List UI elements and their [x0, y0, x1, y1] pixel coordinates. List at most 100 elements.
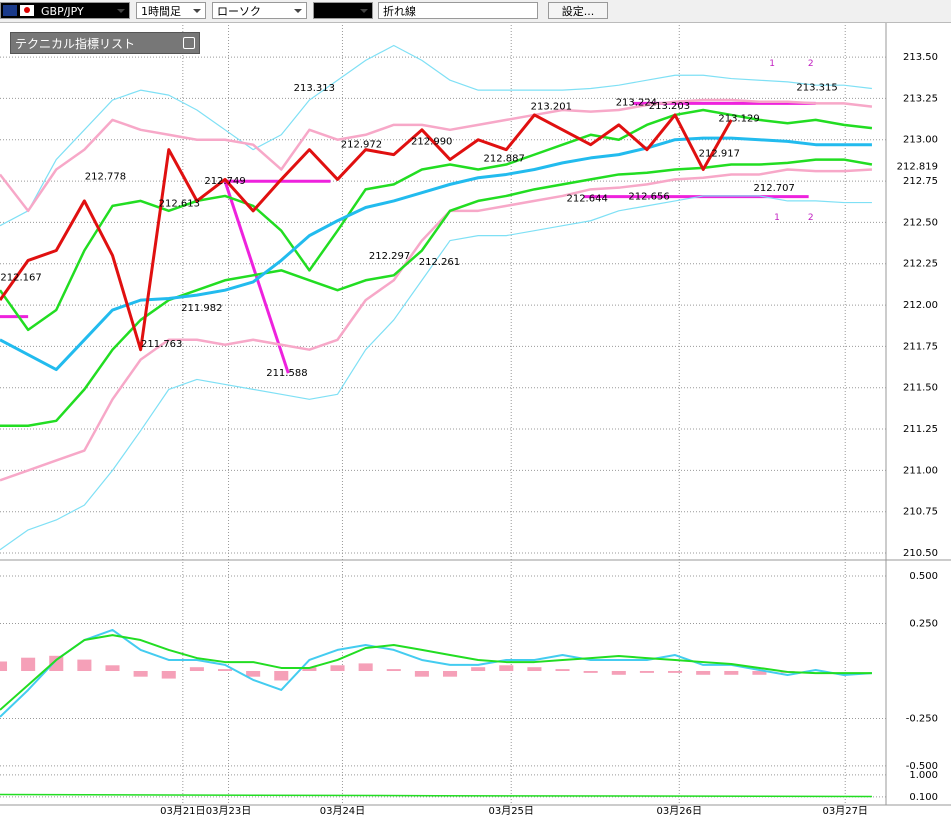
- series-line: [0, 168, 873, 482]
- histogram-bar: [105, 665, 120, 671]
- level-line: [223, 180, 290, 374]
- price-label: 212.778: [85, 171, 126, 182]
- price-label: 213.224: [616, 98, 657, 109]
- histogram-bar: [471, 667, 486, 671]
- price-label: 211.982: [181, 303, 222, 314]
- marker-label: 1: [774, 213, 780, 223]
- price-label: 211.588: [266, 368, 307, 379]
- y-tick-label: 210.75: [903, 507, 938, 518]
- price-label: 213.313: [294, 83, 335, 94]
- timeframe-select[interactable]: 1時間足: [136, 2, 206, 19]
- series-line: [0, 136, 872, 372]
- series-line: [0, 108, 873, 332]
- y-tick-label: 211.75: [903, 341, 938, 352]
- chart-style-select[interactable]: ローソク: [212, 2, 307, 19]
- histogram-bar: [274, 670, 289, 681]
- x-tick-label: 03月26日: [657, 805, 702, 817]
- x-tick-label: 03月21日: [160, 805, 205, 817]
- y-tick-label: -0.500: [906, 761, 938, 772]
- price-label: 213.315: [796, 83, 837, 94]
- jp-flag: [20, 5, 34, 16]
- uk-flag: [3, 5, 17, 16]
- histogram-bar: [696, 670, 711, 675]
- panel-icon: [183, 37, 195, 49]
- marker-label: 2: [808, 213, 814, 223]
- price-label: 212.917: [699, 148, 740, 159]
- toolbar: GBP/JPY 1時間足 ローソク 折れ線 設定...: [0, 0, 951, 23]
- histogram-bar: [499, 665, 514, 671]
- y-tick-label: 0.250: [909, 619, 938, 630]
- price-label: 212.990: [411, 136, 452, 147]
- y-tick-label: 0.100: [909, 792, 938, 803]
- histogram-bar: [611, 670, 626, 675]
- price-label: 212.972: [341, 139, 382, 150]
- price-label: 212.167: [0, 272, 41, 283]
- current-price-label: 212.819: [897, 162, 938, 173]
- y-tick-label: 212.50: [903, 217, 938, 228]
- price-label: 213.129: [718, 113, 759, 124]
- price-label: 212.749: [204, 176, 245, 187]
- x-tick-label: 03月27日: [822, 805, 867, 817]
- histogram-bar: [217, 669, 233, 671]
- y-tick-label: 212.00: [903, 300, 938, 311]
- y-tick-label: 212.25: [903, 259, 938, 270]
- histogram-bar: [330, 665, 345, 671]
- histogram-bar: [414, 670, 429, 677]
- series-line: [0, 195, 872, 551]
- histogram-bar: [583, 670, 598, 673]
- series-line: [0, 628, 873, 718]
- y-tick-label: 0.500: [909, 571, 938, 582]
- series-line: [0, 634, 872, 711]
- histogram-bar: [133, 670, 148, 677]
- line-type-field[interactable]: 折れ線: [378, 2, 538, 19]
- price-label: 212.297: [369, 251, 410, 262]
- y-tick-label: 211.50: [903, 383, 938, 394]
- histogram-bar: [527, 667, 542, 671]
- y-tick-label: -0.250: [906, 713, 938, 724]
- x-tick-label: 03月23日: [206, 805, 251, 817]
- indicator-list-title: テクニカル指標リスト: [15, 37, 136, 51]
- histogram-bar: [639, 670, 654, 673]
- price-label: 213.201: [531, 102, 572, 113]
- price-label: 212.707: [754, 183, 795, 194]
- series-line: [0, 113, 733, 352]
- price-label: 212.656: [628, 192, 669, 203]
- x-tick-label: 03月25日: [488, 805, 533, 817]
- y-tick-label: 213.25: [903, 93, 938, 104]
- color-select[interactable]: [313, 2, 373, 19]
- y-tick-label: 210.50: [903, 548, 938, 559]
- price-label: 211.763: [141, 339, 182, 350]
- histogram-bar: [189, 667, 204, 671]
- y-tick-label: 211.25: [903, 424, 938, 435]
- histogram-bar: [724, 670, 739, 675]
- plot-background: [0, 23, 951, 820]
- settings-button[interactable]: 設定...: [548, 2, 608, 19]
- histogram-bar: [358, 663, 373, 671]
- indicator-list-tab[interactable]: テクニカル指標リスト: [10, 32, 200, 54]
- price-label: 212.613: [159, 199, 200, 210]
- histogram-bar: [49, 655, 64, 671]
- y-tick-label: 211.00: [903, 465, 938, 476]
- histogram-bar: [77, 659, 92, 671]
- series-line: [0, 793, 872, 798]
- histogram-bar: [555, 669, 570, 671]
- histogram-bar: [752, 670, 767, 675]
- y-tick-label: 213.50: [903, 52, 938, 63]
- histogram-bar: [0, 661, 8, 671]
- histogram-bar: [302, 667, 317, 671]
- x-tick-label: 03月24日: [320, 805, 365, 817]
- histogram-bar: [668, 670, 683, 673]
- series-line: [0, 98, 873, 213]
- histogram-bar: [386, 669, 401, 671]
- price-label: 213.203: [649, 101, 690, 112]
- histogram-bar: [21, 657, 36, 671]
- y-tick-label: 213.00: [903, 135, 938, 146]
- marker-label: 1: [769, 59, 775, 69]
- histogram-bar: [246, 670, 261, 677]
- marker-label: 2: [808, 59, 814, 69]
- y-tick-label: 212.75: [903, 176, 938, 187]
- histogram-bar: [161, 670, 176, 679]
- histogram-bar: [443, 670, 458, 677]
- series-line: [0, 44, 873, 227]
